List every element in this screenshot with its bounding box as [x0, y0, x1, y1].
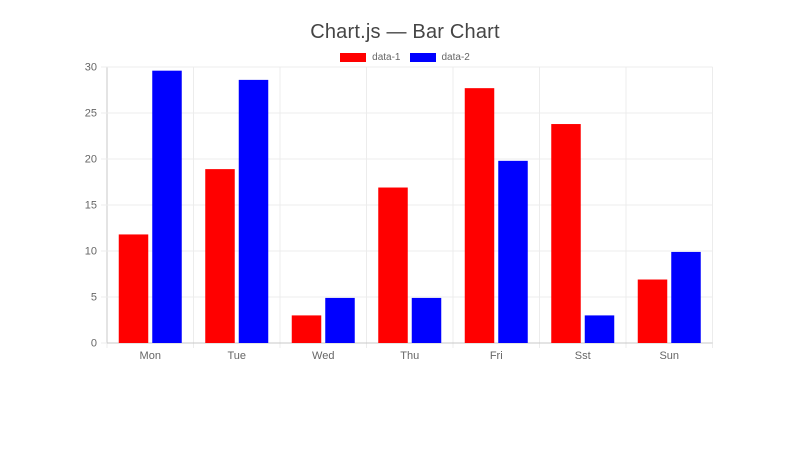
bar-data-1-mon[interactable]: [118, 234, 149, 343]
chart-legend: data-1 data-2: [5, 52, 800, 63]
legend-swatch-data-1-icon: [340, 53, 367, 62]
bar-data-1-thu[interactable]: [378, 187, 408, 343]
y-tick-label: 10: [85, 246, 97, 258]
y-tick-label: 15: [85, 200, 97, 212]
x-tick-label: Mon: [140, 350, 161, 362]
x-tick-label: Wed: [312, 350, 334, 362]
bar-data-2-tue[interactable]: [238, 79, 269, 343]
y-tick-label: 5: [91, 292, 97, 304]
x-tick-label: Sst: [575, 350, 591, 362]
x-tick-label: Sun: [659, 350, 679, 362]
x-tick-label: Tue: [227, 350, 246, 362]
legend-swatch-data-2-icon: [409, 53, 436, 62]
bar-data-2-thu[interactable]: [411, 297, 442, 343]
legend-item-data-2[interactable]: data-2: [409, 52, 470, 63]
bar-data-1-sun[interactable]: [637, 279, 668, 343]
bar-data-2-wed[interactable]: [325, 297, 355, 343]
x-tick-label: Thu: [400, 350, 419, 362]
y-tick-label: 0: [91, 338, 97, 350]
legend-item-data-1[interactable]: data-1: [340, 52, 401, 63]
bar-data-1-fri[interactable]: [464, 88, 495, 343]
y-tick-label: 25: [85, 108, 97, 120]
bar-data-2-sun[interactable]: [671, 251, 701, 343]
bar-data-2-fri[interactable]: [498, 160, 528, 343]
bar-data-2-mon[interactable]: [152, 70, 182, 344]
legend-label-data-2: data-2: [441, 52, 470, 63]
bar-data-1-wed[interactable]: [291, 315, 322, 343]
bar-data-1-tue[interactable]: [205, 169, 235, 343]
legend-label-data-1: data-1: [372, 52, 401, 63]
x-tick-label: Fri: [490, 350, 503, 362]
bar-data-1-sst[interactable]: [551, 124, 581, 343]
y-tick-label: 20: [85, 154, 97, 166]
chart-title: Chart.js — Bar Chart: [310, 21, 500, 43]
y-tick-label: 30: [85, 62, 97, 74]
bar-data-2-sst[interactable]: [584, 315, 615, 343]
